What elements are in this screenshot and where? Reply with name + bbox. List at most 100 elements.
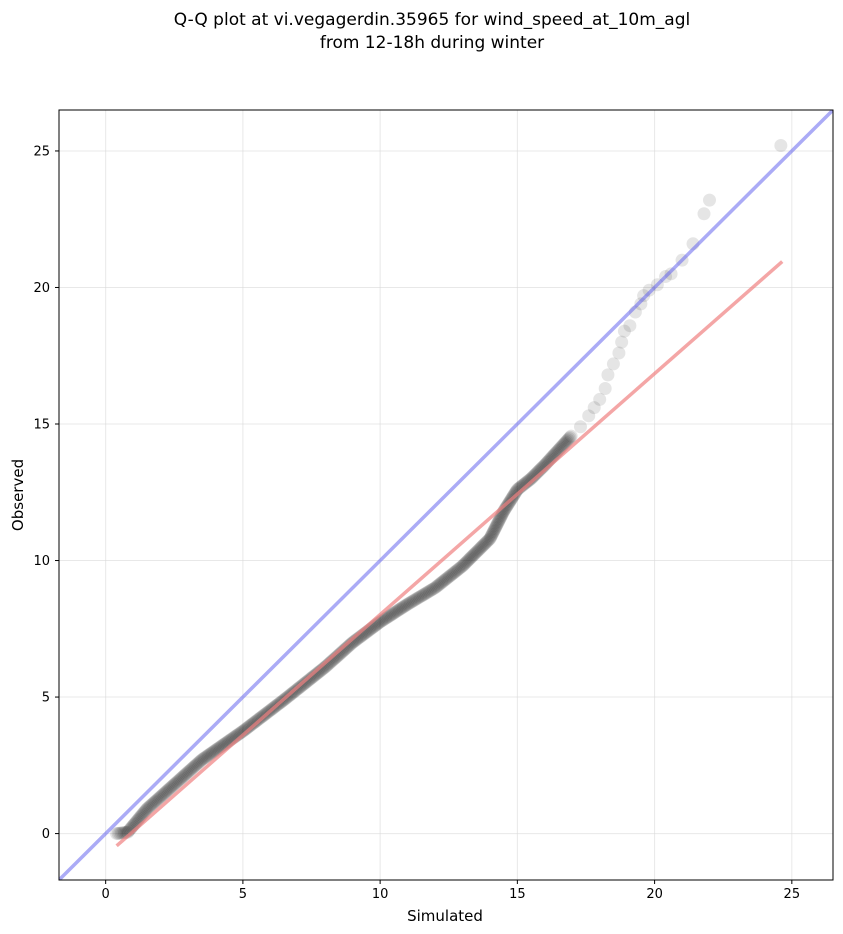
qq-point-372	[563, 430, 577, 444]
qq-point-293	[484, 529, 498, 543]
x-tick-label-0: 0	[102, 887, 110, 902]
qq-point-53	[175, 771, 189, 785]
qq-point-295	[486, 526, 500, 540]
qq-point-74	[201, 748, 215, 762]
x-tick-label-4: 20	[646, 887, 663, 902]
qq-point-159	[312, 665, 326, 679]
qq-point-241	[421, 585, 435, 599]
qq-point-284	[475, 540, 489, 554]
qq-point-223	[395, 601, 409, 615]
qq-point-231	[406, 594, 420, 608]
qq-point-153	[304, 671, 318, 685]
qq-point-266	[454, 560, 468, 574]
qq-point-264	[452, 562, 466, 576]
qq-point-303	[492, 514, 506, 528]
qq-point-55	[177, 768, 191, 782]
y-axis-label: Observed	[9, 459, 27, 531]
qq-point-376	[587, 401, 601, 415]
qq-point-103	[240, 721, 254, 735]
qq-point-45	[165, 780, 179, 794]
qq-point-104	[241, 720, 255, 734]
qq-point-213	[381, 610, 395, 624]
qq-point-80	[209, 743, 223, 757]
qq-point-154	[305, 670, 319, 684]
qq-point-217	[387, 606, 401, 620]
qq-point-255	[440, 571, 454, 585]
qq-point-211	[379, 611, 393, 625]
qq-point-282	[473, 542, 487, 556]
qq-point-380	[606, 357, 620, 371]
qq-point-35	[152, 791, 166, 805]
qq-point-366	[556, 438, 570, 452]
qq-point-299	[489, 520, 503, 534]
qq-point-260	[446, 566, 460, 580]
qq-point-306	[494, 510, 508, 524]
qq-point-225	[398, 599, 412, 613]
qq-point-251	[435, 576, 449, 590]
qq-point-285	[476, 539, 490, 553]
qq-point-73	[200, 749, 214, 763]
qq-point-368	[559, 435, 573, 449]
qq-point-156	[308, 668, 322, 682]
qq-point-383	[617, 324, 631, 338]
qq-point-391	[664, 267, 678, 281]
qq-point-63	[187, 760, 201, 774]
y-tick-label-4: 20	[33, 281, 50, 296]
qq-point-233	[409, 592, 423, 606]
qq-point-52	[174, 772, 188, 786]
qq-point-267	[455, 559, 469, 573]
qq-point-367	[558, 436, 572, 450]
qq-point-51	[172, 773, 186, 787]
qq-point-152	[303, 672, 317, 686]
qq-point-335	[522, 474, 536, 488]
qq-point-220	[391, 603, 405, 617]
qq-point-65	[190, 757, 204, 771]
qq-point-44	[164, 781, 178, 795]
qq-point-37	[155, 789, 169, 803]
qq-point-0	[110, 827, 124, 841]
qq-point-388	[642, 283, 656, 297]
qq-point-158	[311, 666, 325, 680]
qq-point-72	[199, 750, 213, 764]
qq-point-249	[432, 578, 446, 592]
qq-point-257	[442, 569, 456, 583]
qq-point-226	[399, 598, 413, 612]
qq-point-386	[634, 297, 648, 311]
qq-point-281	[471, 543, 485, 557]
qq-point-288	[479, 535, 493, 549]
qq-point-324	[509, 485, 523, 499]
qq-point-216	[385, 607, 399, 621]
qq-point-29	[145, 798, 159, 812]
qq-point-297	[487, 523, 501, 537]
qq-point-253	[437, 574, 451, 588]
qq-point-384	[623, 319, 637, 333]
qq-point-339	[526, 469, 540, 483]
qq-point-274	[463, 551, 477, 565]
qq-point-273	[462, 552, 476, 566]
qq-point-262	[449, 564, 463, 578]
y-tick-label-3: 15	[33, 418, 50, 433]
qq-point-228	[402, 596, 416, 610]
qq-point-22	[137, 806, 151, 820]
qq-point-387	[637, 289, 651, 303]
qq-point-240	[419, 586, 433, 600]
qq-point-47	[167, 777, 181, 791]
plot-layer	[59, 110, 833, 880]
qq-point-68	[193, 754, 207, 768]
qq-point-254	[438, 573, 452, 587]
qq-point-222	[394, 602, 408, 616]
qq-point-70	[196, 752, 210, 766]
qq-point-334	[520, 475, 534, 489]
qq-point-268	[457, 558, 471, 572]
qq-point-31	[147, 795, 161, 809]
qq-point-395	[702, 193, 716, 207]
qq-point-382	[615, 335, 629, 349]
qq-point-394	[697, 207, 711, 221]
qq-point-256	[441, 570, 455, 584]
qq-point-289	[481, 534, 495, 548]
qq-point-338	[525, 470, 539, 484]
plot-frame	[58, 109, 834, 881]
qq-point-245	[427, 582, 441, 596]
qq-point-214	[383, 609, 397, 623]
qq-point-337	[524, 472, 538, 486]
